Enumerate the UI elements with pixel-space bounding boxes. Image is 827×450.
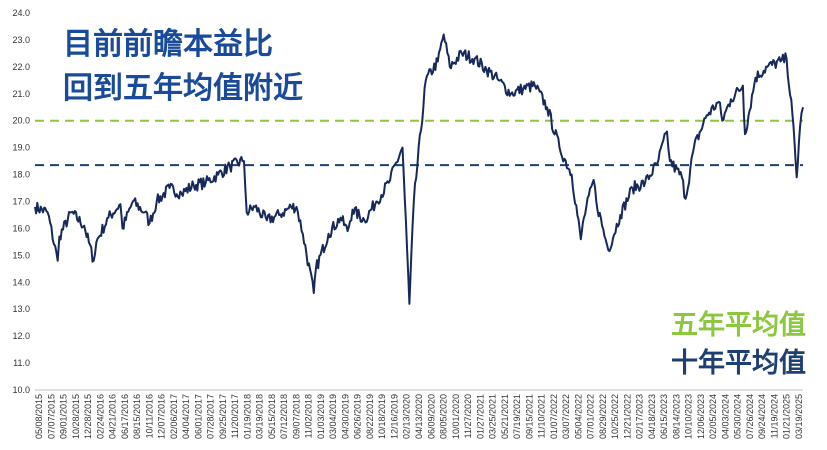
y-tick-label: 12.0 [12, 331, 30, 341]
x-tick-label: 11/27/2020 [463, 394, 473, 438]
x-tick-label: 12/28/2015 [83, 394, 93, 439]
x-tick-label: 03/04/2019 [328, 394, 338, 439]
x-tick-label: 09/15/2021 [524, 394, 534, 439]
x-tick-label: 05/04/2022 [573, 394, 583, 439]
x-tick-label: 02/06/2017 [169, 394, 179, 439]
x-tick-label: 08/29/2022 [598, 394, 608, 439]
x-tick-label: 04/21/2016 [108, 394, 118, 439]
x-tick-label: 01/03/2019 [316, 394, 326, 439]
x-tick-label: 10/11/2016 [144, 394, 154, 438]
x-tick-label: 12/21/2022 [622, 394, 632, 439]
y-tick-label: 10.0 [12, 385, 30, 395]
x-tick-label: 06/01/2017 [193, 394, 203, 439]
x-tick-label: 07/28/2017 [206, 394, 216, 439]
x-tick-label: 01/19/2018 [242, 394, 252, 439]
x-tick-label: 09/24/2024 [757, 394, 767, 439]
x-tick-label: 10/10/2023 [684, 394, 694, 439]
x-tick-label: 10/28/2015 [71, 394, 81, 439]
y-axis: 10.0 11.0 12.0 13.0 14.0 15.0 16.0 17.0 18.0 19.0… [12, 8, 30, 395]
x-tick-label: 12/06/2023 [696, 394, 706, 439]
x-tick-label: 05/21/2021 [500, 394, 510, 439]
x-tick-label: 06/15/2023 [659, 394, 669, 439]
y-tick-label: 16.0 [12, 223, 30, 233]
y-tick-label: 23.0 [12, 35, 30, 45]
x-tick-label: 11/10/2021 [537, 394, 547, 438]
chart-subtitle: 回到五年均值附近 [63, 71, 303, 106]
x-tick-label: 02/05/2024 [708, 394, 718, 439]
x-tick-label: 06/17/2016 [120, 394, 130, 439]
x-tick-label: 07/01/2022 [586, 394, 596, 439]
x-tick-label: 04/04/2017 [181, 394, 191, 439]
x-tick-label: 02/13/2020 [402, 394, 412, 439]
x-tick-label: 10/18/2019 [377, 394, 387, 439]
reference-lines [35, 119, 803, 167]
y-tick-label: 17.0 [12, 197, 30, 207]
x-tick-label: 04/03/2024 [721, 394, 731, 439]
x-tick-label: 10/01/2020 [451, 394, 461, 439]
x-tick-label: 12/16/2019 [390, 394, 400, 439]
x-tick-label: 09/25/2017 [218, 394, 228, 439]
five-year-average-label: 五年平均值 [671, 309, 806, 341]
y-tick-label: 22.0 [12, 62, 30, 72]
y-tick-label: 11.0 [13, 358, 30, 368]
x-tick-label: 07/19/2021 [512, 394, 522, 439]
x-tick-label: 11/19/2024 [770, 394, 780, 438]
y-tick-label: 24.0 [12, 8, 30, 18]
x-tick-label: 02/24/2016 [95, 394, 105, 439]
y-tick-label: 21.0 [12, 89, 30, 99]
y-tick-label: 18.0 [12, 170, 30, 180]
x-tick-label: 05/15/2018 [267, 394, 277, 439]
y-tick-label: 20.0 [12, 116, 30, 126]
x-tick-label: 04/13/2020 [414, 394, 424, 439]
x-tick-label: 07/12/2018 [279, 394, 289, 439]
x-tick-label: 11/02/2018 [304, 394, 314, 438]
ten-year-average-label: 十年平均值 [671, 347, 806, 379]
x-tick-label: 08/15/2016 [132, 394, 142, 439]
x-tick-label: 03/19/2018 [255, 394, 265, 439]
x-tick-label: 12/07/2016 [157, 394, 167, 439]
x-tick-label: 07/26/2024 [745, 394, 755, 439]
x-tick-label: 01/27/2021 [475, 394, 485, 439]
y-tick-label: 14.0 [12, 277, 30, 287]
y-tick-label: 19.0 [12, 143, 30, 153]
x-tick-label: 05/08/2015 [34, 394, 44, 439]
x-tick-label: 11/20/2017 [230, 394, 240, 438]
chart-title: 目前前瞻本益比 [63, 27, 273, 62]
x-tick-label: 04/30/2019 [341, 394, 351, 439]
series-line-forward-pe [34, 33, 804, 305]
x-tick-label: 03/07/2022 [561, 394, 571, 439]
x-tick-label: 09/07/2018 [291, 394, 301, 439]
x-tick-label: 10/25/2022 [610, 394, 620, 439]
x-tick-label: 05/30/2024 [733, 394, 743, 439]
x-tick-label: 06/09/2020 [426, 394, 436, 439]
x-tick-label: 03/25/2021 [488, 394, 498, 439]
x-tick-label: 01/21/2025 [782, 394, 792, 439]
y-tick-label: 13.0 [12, 304, 30, 314]
x-tick-label: 08/05/2020 [439, 394, 449, 439]
x-tick-label: 03/19/2025 [794, 394, 804, 439]
x-tick-label: 04/18/2023 [647, 394, 657, 439]
x-tick-label: 01/07/2022 [549, 394, 559, 439]
x-tick-label: 08/14/2023 [671, 394, 681, 439]
x-tick-label: 08/22/2019 [365, 394, 375, 439]
x-tick-label: 07/07/2015 [46, 394, 56, 439]
y-tick-label: 15.0 [12, 250, 30, 260]
x-axis: 05/08/2015 07/07/2015 09/01/2015 10/28/2015… [34, 394, 804, 439]
x-tick-label: 09/01/2015 [59, 394, 69, 439]
x-tick-label: 06/26/2019 [353, 394, 363, 439]
x-tick-label: 02/17/2023 [635, 394, 645, 439]
